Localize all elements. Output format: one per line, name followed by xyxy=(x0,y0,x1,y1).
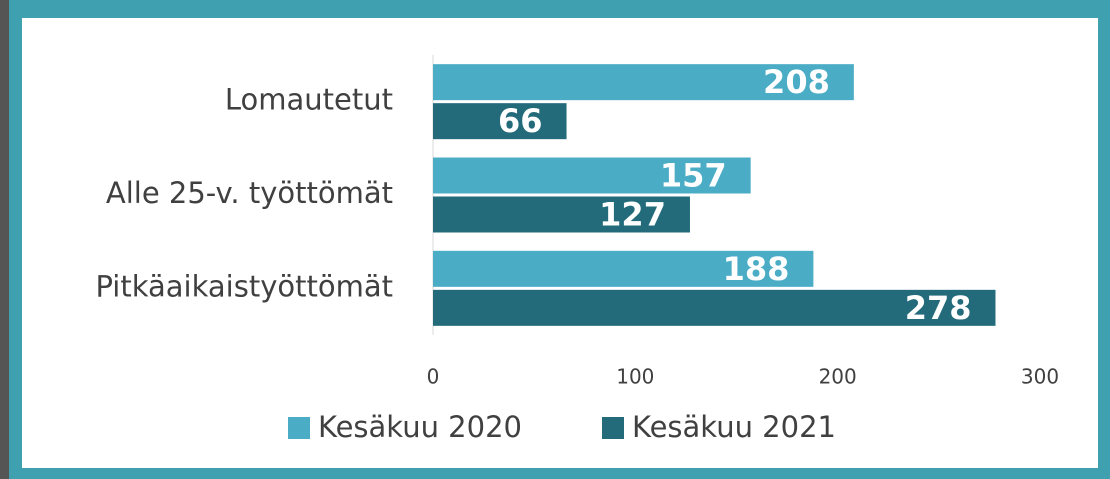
bar xyxy=(433,289,996,326)
x-tick-label: 100 xyxy=(616,365,654,389)
value-label: 278 xyxy=(905,289,972,327)
x-tick-label: 200 xyxy=(819,365,857,389)
y-tick-label: Lomautetut xyxy=(225,83,393,117)
bar xyxy=(433,157,751,194)
y-tick-label: Alle 25-v. työttömät xyxy=(106,176,393,210)
x-tick-label: 0 xyxy=(427,365,440,389)
value-label: 127 xyxy=(599,196,666,234)
value-label: 188 xyxy=(723,250,790,288)
frame-edge xyxy=(0,0,9,479)
legend-label: Kesäkuu 2021 xyxy=(632,410,836,444)
legend-swatch xyxy=(288,417,310,439)
bar xyxy=(433,103,567,140)
legend-swatch xyxy=(602,417,624,439)
bar xyxy=(433,196,690,233)
y-tick-label: Pitkäaikaistyöttömät xyxy=(95,269,393,303)
value-label: 157 xyxy=(660,157,727,195)
bar xyxy=(433,64,854,101)
legend-label: Kesäkuu 2020 xyxy=(318,410,522,444)
x-tick-label: 300 xyxy=(1021,365,1059,389)
value-label: 208 xyxy=(763,63,830,101)
bar xyxy=(433,250,814,287)
value-label: 66 xyxy=(498,102,543,140)
